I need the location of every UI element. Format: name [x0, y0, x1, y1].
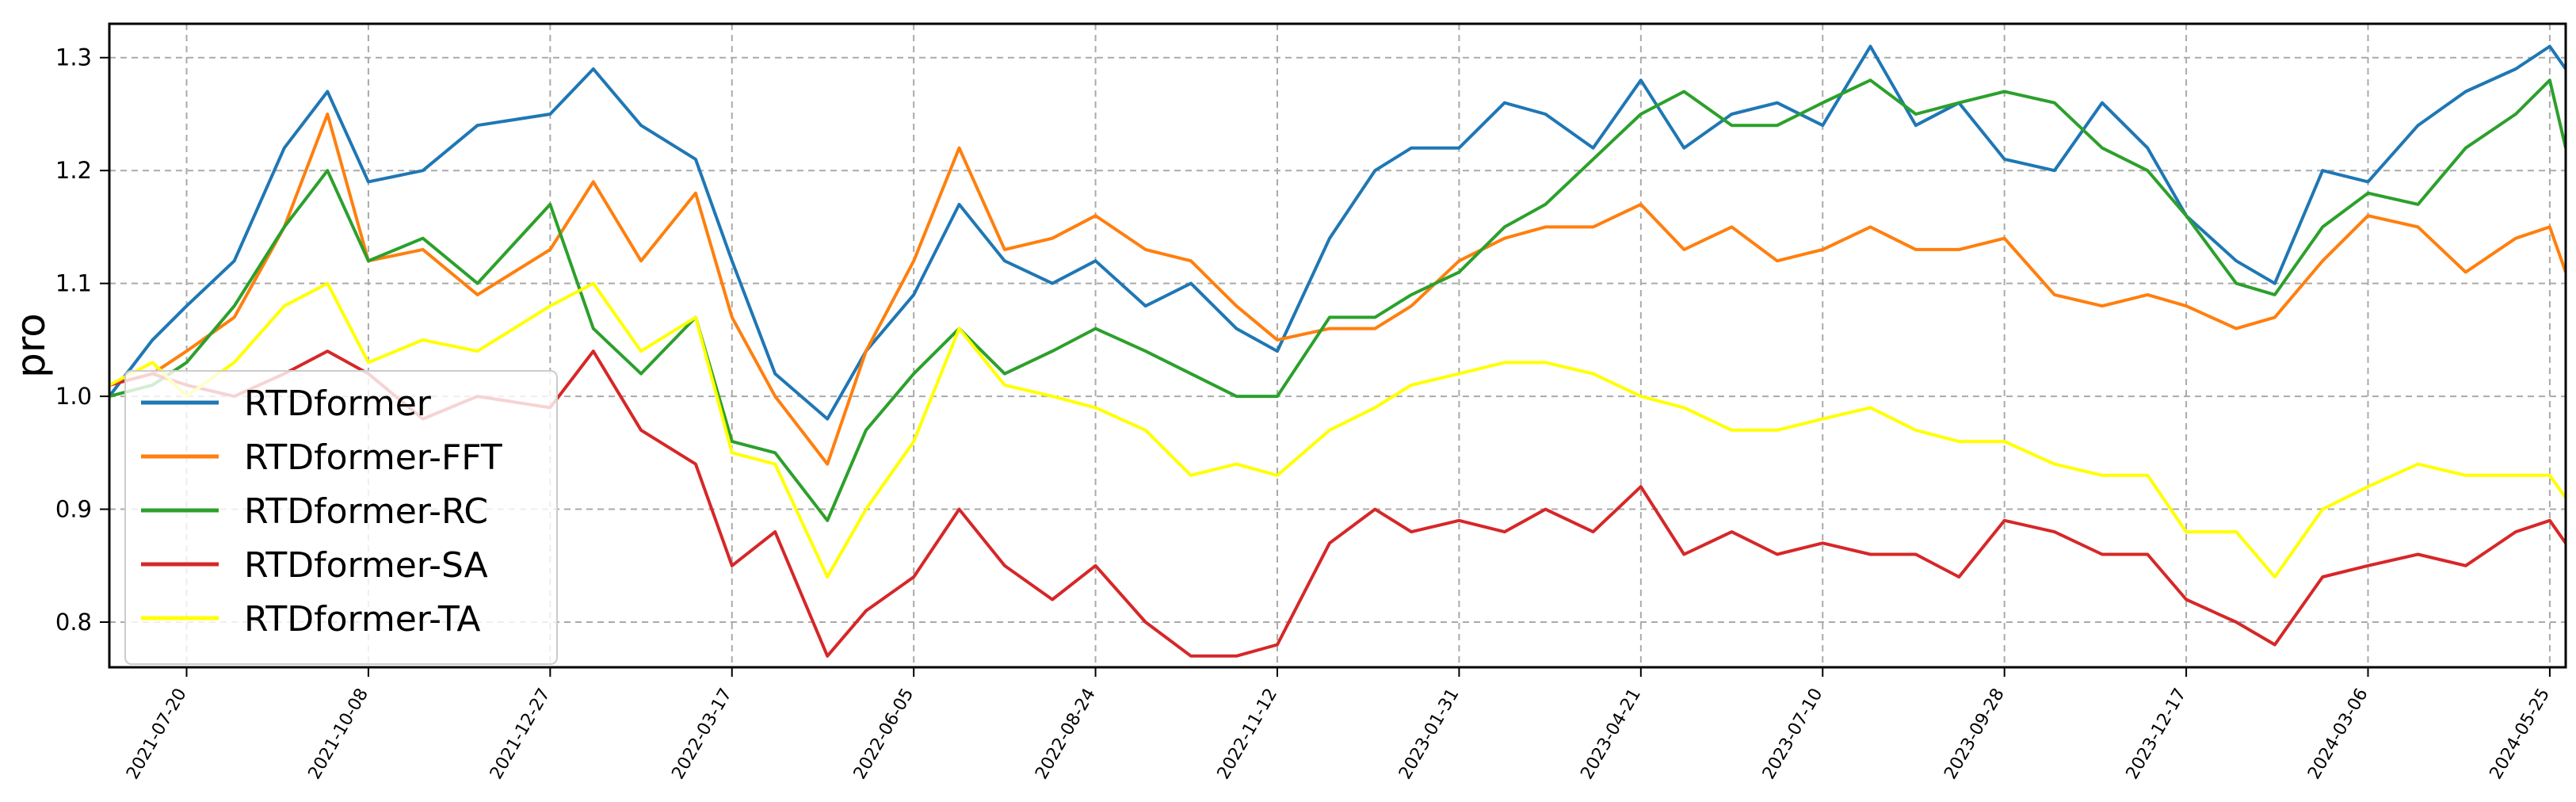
grid-layer	[109, 24, 2566, 667]
legend-label: RTDformer-FFT	[244, 437, 502, 478]
legend-label: RTDformer-SA	[244, 545, 488, 586]
y-tick-label: 1.3	[55, 44, 92, 71]
y-tick-label: 1.0	[55, 383, 92, 410]
y-tick-label: 1.2	[55, 157, 92, 184]
legend-box	[124, 370, 558, 665]
y-tick-label: 0.9	[55, 496, 92, 523]
legend-label: RTDformer-TA	[244, 599, 480, 640]
series-line-rtdformer-ta	[109, 281, 2566, 579]
y-tick-label: 0.8	[55, 609, 92, 636]
legend-label: RTDformer-RC	[244, 491, 488, 532]
series-line-rtdformer-fft	[109, 113, 2566, 466]
legend-label: RTDformer	[244, 384, 432, 424]
plot-frame	[108, 22, 2567, 669]
y-axis-label: pro	[8, 313, 54, 378]
y-tick-label: 1.1	[55, 270, 92, 297]
legend: RTDformer RTDformer-FFT RTDformer-RC RTDfor…	[124, 370, 558, 665]
series-line-rtdformer-rc	[109, 78, 2566, 522]
